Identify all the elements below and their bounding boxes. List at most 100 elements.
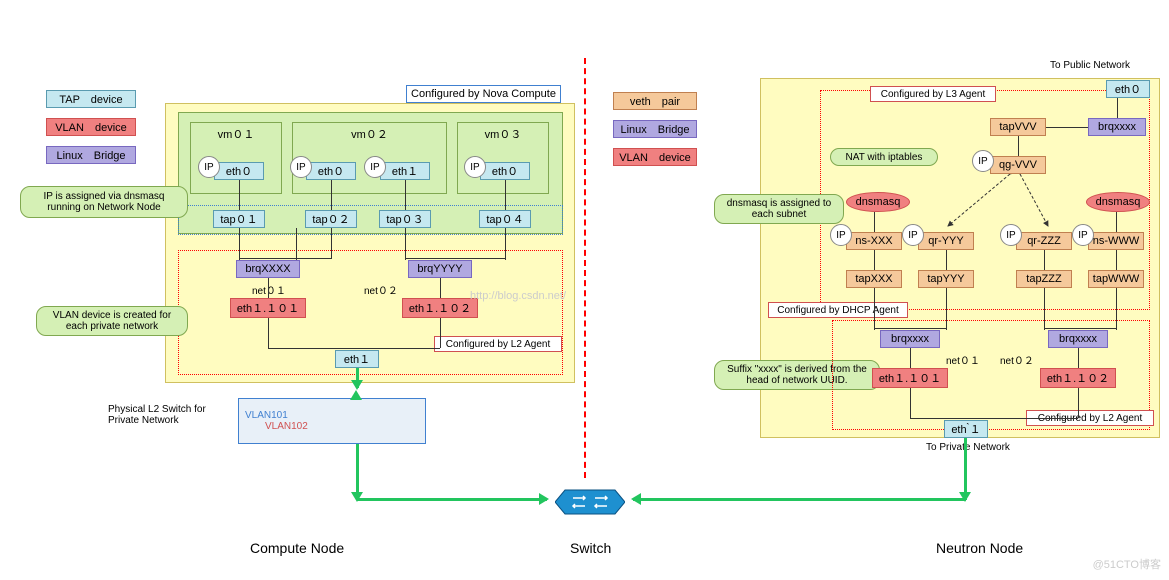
arrow-seg bbox=[964, 438, 967, 500]
conn bbox=[1116, 250, 1117, 270]
vlan102: VLAN102 bbox=[265, 421, 308, 432]
arrow-head bbox=[350, 384, 362, 400]
tap01: tap０１ bbox=[213, 210, 265, 228]
conn bbox=[910, 348, 911, 368]
tap03: tap０３ bbox=[379, 210, 431, 228]
divider bbox=[584, 58, 586, 478]
legend-vlan-r: VLAN device bbox=[613, 148, 697, 166]
phys-switch: VLAN101 VLAN102 bbox=[238, 398, 426, 444]
conn bbox=[405, 258, 505, 259]
eth1-102-n: eth１.１０２ bbox=[1040, 368, 1116, 388]
to-private: To Private Network bbox=[926, 442, 1010, 453]
net01-n: net０１ bbox=[946, 352, 980, 367]
eth1: eth１ bbox=[335, 350, 379, 368]
legend-veth: veth pair bbox=[613, 92, 697, 110]
eth1-102: eth１.１０２ bbox=[402, 298, 478, 318]
ip-icon: IP bbox=[972, 150, 994, 172]
ip-icon: IP bbox=[464, 156, 486, 178]
compute-label: Compute Node bbox=[250, 540, 344, 556]
ip-icon: IP bbox=[364, 156, 386, 178]
brqxxxx: brqXXXX bbox=[236, 260, 300, 278]
conn bbox=[239, 228, 240, 260]
conn bbox=[1044, 250, 1045, 270]
switch-icon bbox=[555, 478, 625, 522]
nat-callout: NAT with iptables bbox=[830, 148, 938, 166]
arrow-seg bbox=[356, 444, 359, 500]
conn bbox=[405, 180, 406, 210]
conn bbox=[296, 258, 332, 259]
conn bbox=[1044, 328, 1116, 329]
conn bbox=[1117, 98, 1118, 118]
conn bbox=[874, 250, 875, 270]
switch-label: Switch bbox=[570, 540, 611, 556]
legend-bridge: Linux Bridge bbox=[46, 146, 136, 164]
vm02-label: vm０２ bbox=[351, 126, 388, 142]
conn bbox=[1018, 136, 1019, 156]
tapyyy: tapYYY bbox=[918, 270, 974, 288]
tapvvv: tapVVV bbox=[990, 118, 1046, 136]
brq-top: brqxxxx bbox=[1088, 118, 1146, 136]
qr-yyy: qr-YYY bbox=[918, 232, 974, 250]
tapxxx: tapXXX bbox=[846, 270, 902, 288]
legend-tap: TAP device bbox=[46, 90, 136, 108]
conn bbox=[874, 212, 875, 232]
l3-label: Configured by L3 Agent bbox=[870, 86, 996, 102]
neutron-eth0: eth０ bbox=[1106, 80, 1150, 98]
conn bbox=[268, 318, 269, 348]
to-public: To Public Network bbox=[1050, 60, 1130, 71]
tap04: tap０４ bbox=[479, 210, 531, 228]
dnsmasq-callout: dnsmasq is assigned to each subnet bbox=[714, 194, 844, 224]
phys-switch-label: Physical L2 Switch for Private Network bbox=[108, 404, 228, 426]
conn bbox=[1078, 388, 1079, 418]
dashed-arrows bbox=[910, 174, 1110, 232]
dnsmasq-l: dnsmasq bbox=[846, 192, 910, 212]
conn bbox=[239, 180, 240, 210]
conn bbox=[874, 288, 875, 330]
ns-xxx: ns-XXX bbox=[846, 232, 902, 250]
vlan101: VLAN101 bbox=[245, 410, 288, 421]
arrow-seg bbox=[357, 498, 547, 501]
ns-www: ns-WWW bbox=[1088, 232, 1144, 250]
conn bbox=[1078, 348, 1079, 368]
ip-icon: IP bbox=[290, 156, 312, 178]
callout-ip: IP is assigned via dnsmasq running on Ne… bbox=[20, 186, 188, 218]
net02: net０２ bbox=[364, 282, 398, 297]
conn bbox=[910, 418, 1078, 419]
conn bbox=[296, 228, 297, 260]
tap02: tap０２ bbox=[305, 210, 357, 228]
watermark: @51CTO博客 bbox=[1093, 556, 1161, 572]
conn bbox=[1116, 212, 1117, 232]
l2-label: Configured by L2 Agent bbox=[434, 336, 562, 352]
brq-bot-l: brqxxxx bbox=[880, 330, 940, 348]
conn bbox=[1116, 288, 1117, 330]
tapzzz: tapZZZ bbox=[1016, 270, 1072, 288]
conn bbox=[440, 318, 441, 348]
conn bbox=[331, 228, 332, 258]
brqyyyy: brqYYYY bbox=[408, 260, 472, 278]
legend-vlan: VLAN device bbox=[46, 118, 136, 136]
vm02-eth0: eth０ bbox=[306, 162, 356, 180]
conn bbox=[331, 180, 332, 210]
nova-label: Configured by Nova Compute bbox=[406, 85, 561, 103]
neutron-label: Neutron Node bbox=[936, 540, 1023, 556]
eth1-101-n: eth１.１０１ bbox=[872, 368, 948, 388]
vm02-eth1: eth１ bbox=[380, 162, 430, 180]
conn bbox=[268, 278, 269, 298]
conn bbox=[440, 278, 441, 298]
tapwww: tapWWW bbox=[1088, 270, 1144, 288]
conn bbox=[946, 288, 947, 330]
vm03-eth: eth０ bbox=[480, 162, 530, 180]
neutron-eth1: eth ̀１ bbox=[944, 420, 988, 438]
net02-n: net０２ bbox=[1000, 352, 1034, 367]
arrow-seg bbox=[633, 498, 966, 501]
vm03-label: vm０３ bbox=[485, 126, 522, 142]
callout-vlan: VLAN device is created for each private … bbox=[36, 306, 188, 336]
vm01-eth: eth０ bbox=[214, 162, 264, 180]
conn bbox=[874, 328, 946, 329]
conn bbox=[405, 228, 406, 260]
dhcp-label: Configured by DHCP Agent bbox=[768, 302, 908, 318]
conn bbox=[946, 250, 947, 270]
ip-icon: IP bbox=[198, 156, 220, 178]
conn bbox=[1044, 288, 1045, 330]
watermark2: http://blog.csdn.net/ bbox=[470, 290, 566, 302]
